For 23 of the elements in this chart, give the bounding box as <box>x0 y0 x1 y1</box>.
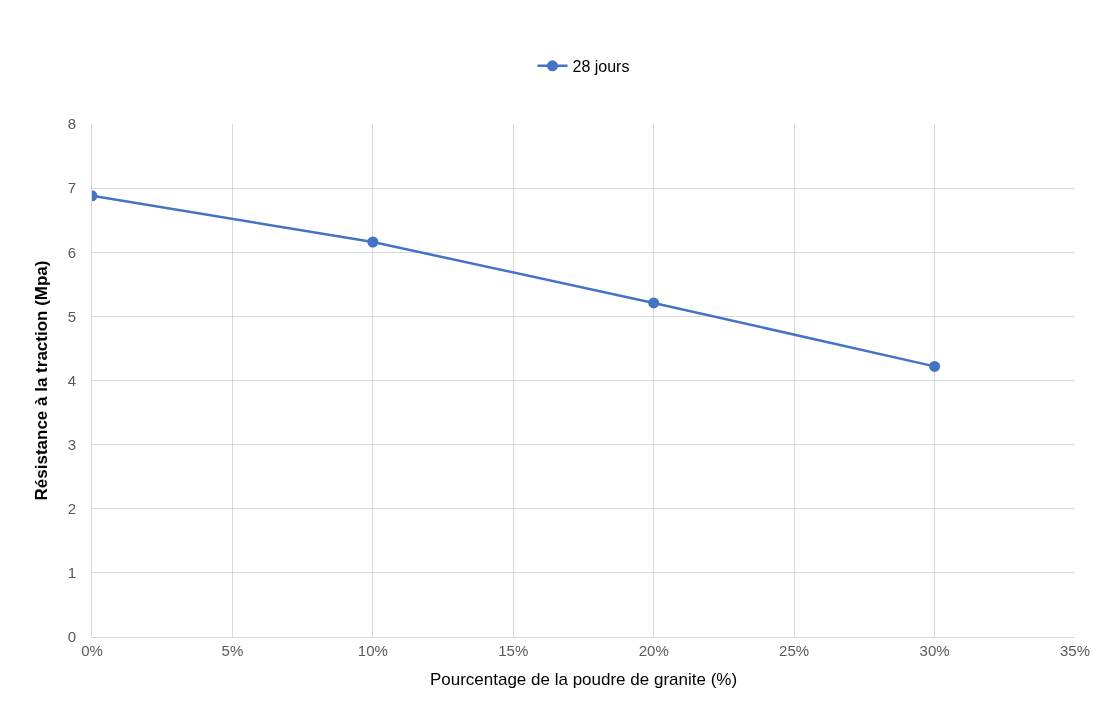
x-tick-label: 30% <box>919 642 950 659</box>
point <box>648 297 660 309</box>
y-tick-label: 1 <box>67 564 76 582</box>
y-tick-label: 6 <box>67 243 76 261</box>
y-axis-title: Résistance à la traction (Mpa) <box>32 260 52 501</box>
x-tick-label: 0% <box>81 642 103 659</box>
x-tick-label: 10% <box>357 642 388 659</box>
x-tick-label: 5% <box>221 642 244 659</box>
y-tick-label: 0 <box>67 628 76 646</box>
point <box>929 360 941 372</box>
x-axis-title: Pourcentage de la poudre de granite (%) <box>429 670 738 690</box>
y-tick-label: 4 <box>67 371 76 389</box>
x-tick-label: 20% <box>638 642 669 659</box>
x-tick-label: 15% <box>498 642 529 659</box>
y-tick-label: 7 <box>67 179 76 197</box>
y-tick-label: 5 <box>67 307 76 325</box>
legend-label: 28 jours <box>572 58 630 76</box>
x-tick-label: 35% <box>1059 642 1091 659</box>
point <box>367 236 379 248</box>
y-tick-label: 2 <box>67 500 76 517</box>
y-tick-label: 8 <box>67 115 76 133</box>
y-tick-label: 3 <box>67 435 76 453</box>
x-tick-label: 25% <box>779 642 810 659</box>
